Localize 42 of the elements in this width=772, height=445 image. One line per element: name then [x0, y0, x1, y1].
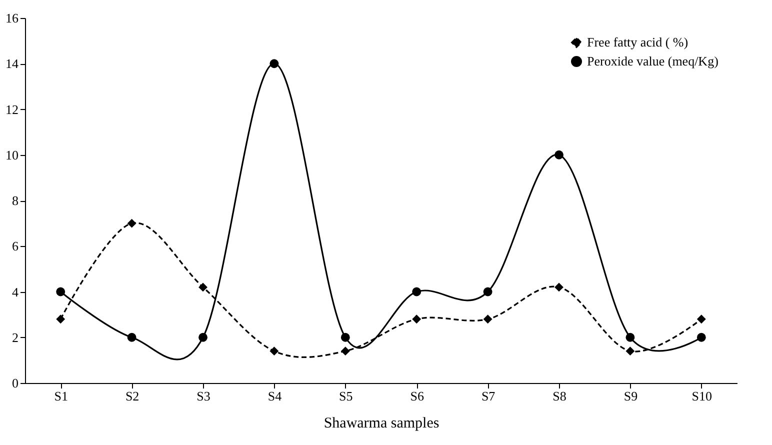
x-tick-label: S6 [410, 388, 424, 404]
point [412, 287, 422, 296]
x-tick-label: S4 [268, 388, 282, 404]
point [626, 346, 635, 356]
x-tick-label: S7 [481, 388, 496, 404]
point [696, 314, 706, 324]
point [340, 346, 350, 356]
legend-label: Free fatty acid ( %) [587, 34, 688, 50]
point [127, 332, 136, 342]
point [127, 218, 136, 228]
x-tick-label: S2 [125, 388, 140, 404]
point [483, 287, 492, 296]
y-tick-label: 2 [12, 330, 18, 345]
y-tick-label: 12 [6, 102, 18, 117]
point [483, 314, 492, 324]
y-tick-label: 16 [6, 10, 19, 26]
y-tick-label: 14 [6, 56, 19, 72]
x-tick-label: S10 [692, 388, 712, 404]
point [412, 314, 422, 324]
x-tick-label: S1 [54, 388, 68, 404]
point [198, 282, 208, 292]
point [696, 332, 706, 342]
point [626, 332, 635, 342]
x-tick-label: S5 [339, 388, 353, 404]
y-tick-label: 8 [12, 193, 18, 208]
point [270, 346, 279, 356]
y-tick-label: 6 [12, 238, 19, 254]
legend-label: Peroxide value (meq/Kg) [587, 54, 718, 68]
x-tick-label: S9 [624, 388, 638, 404]
y-tick-label: 4 [12, 284, 19, 300]
x-axis-title: Shawarma samples [324, 416, 440, 432]
y-tick-label: 0 [12, 376, 18, 390]
point [554, 282, 564, 292]
y-tick-label: 10 [6, 147, 18, 162]
point [554, 150, 564, 160]
x-tick-label: S8 [552, 388, 566, 404]
point [56, 287, 66, 296]
x-tick-label: S3 [196, 388, 210, 404]
point [340, 332, 350, 342]
point [56, 314, 66, 324]
point [270, 59, 279, 68]
point [198, 332, 208, 342]
